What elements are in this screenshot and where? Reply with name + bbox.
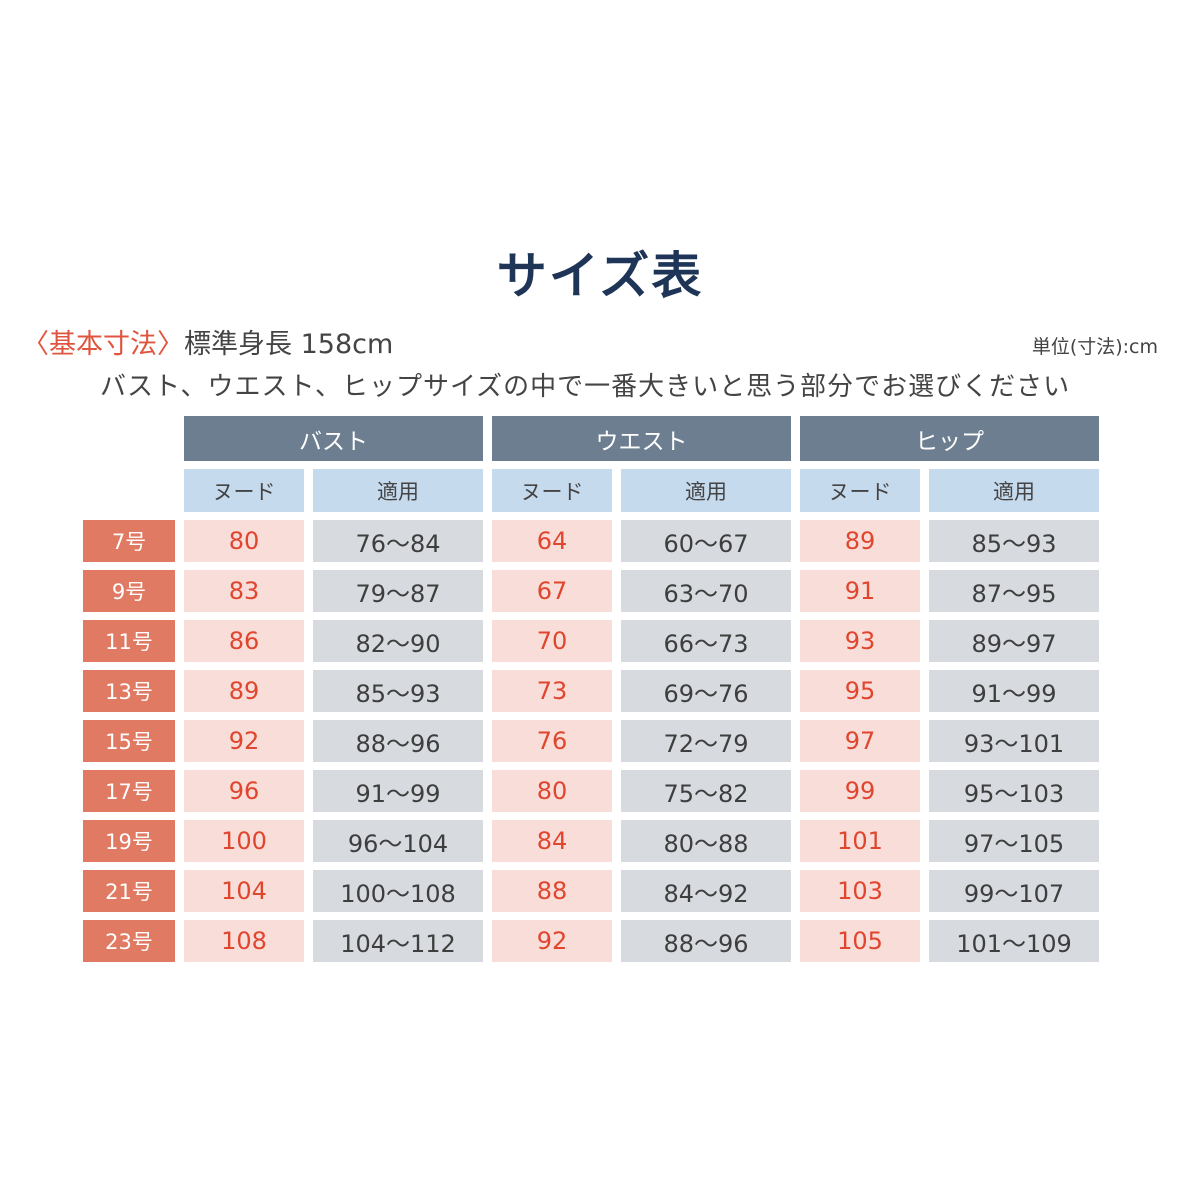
waist-nude-cell: 70 [492,620,612,662]
header-bust: バスト [184,416,483,461]
hip-nude-cell: 89 [800,520,920,562]
hip-applicable-cell: 85〜93 [929,520,1099,562]
size-label: 11号 [83,620,175,662]
bust-nude-cell: 104 [184,870,304,912]
subheader-nude: ヌード [800,469,920,512]
waist-applicable-cell: 80〜88 [621,820,791,862]
bust-applicable-cell: 82〜90 [313,620,483,662]
waist-applicable-cell: 88〜96 [621,920,791,962]
size-label: 7号 [83,520,175,562]
selection-note: バスト、ウエスト、ヒップサイズの中で一番大きいと思う部分でお選びください [100,372,1071,402]
waist-applicable-cell: 84〜92 [621,870,791,912]
size-label: 19号 [83,820,175,862]
subheader-applicable: 適用 [621,469,791,512]
bust-applicable-cell: 76〜84 [313,520,483,562]
bust-nude-cell: 89 [184,670,304,712]
subheader-nude: ヌード [492,469,612,512]
waist-applicable-cell: 66〜73 [621,620,791,662]
waist-nude-cell: 88 [492,870,612,912]
hip-nude-cell: 97 [800,720,920,762]
waist-nude-cell: 92 [492,920,612,962]
hip-nude-cell: 93 [800,620,920,662]
header-waist: ウエスト [492,416,791,461]
waist-nude-cell: 67 [492,570,612,612]
page-title: サイズ表 [496,247,704,305]
subheader-applicable: 適用 [313,469,483,512]
bust-nude-cell: 86 [184,620,304,662]
hip-nude-cell: 103 [800,870,920,912]
bust-applicable-cell: 79〜87 [313,570,483,612]
standard-height: 標準身長 158cm [184,329,394,360]
size-label: 13号 [83,670,175,712]
hip-applicable-cell: 101〜109 [929,920,1099,962]
waist-applicable-cell: 69〜76 [621,670,791,712]
waist-nude-cell: 64 [492,520,612,562]
waist-applicable-cell: 63〜70 [621,570,791,612]
hip-applicable-cell: 93〜101 [929,720,1099,762]
hip-applicable-cell: 89〜97 [929,620,1099,662]
waist-applicable-cell: 75〜82 [621,770,791,812]
bust-applicable-cell: 85〜93 [313,670,483,712]
size-label: 17号 [83,770,175,812]
bust-nude-cell: 100 [184,820,304,862]
bust-applicable-cell: 100〜108 [313,870,483,912]
bust-nude-cell: 96 [184,770,304,812]
hip-applicable-cell: 97〜105 [929,820,1099,862]
bust-nude-cell: 80 [184,520,304,562]
hip-nude-cell: 99 [800,770,920,812]
size-label: 9号 [83,570,175,612]
waist-nude-cell: 84 [492,820,612,862]
bust-applicable-cell: 91〜99 [313,770,483,812]
size-label: 23号 [83,920,175,962]
hip-nude-cell: 91 [800,570,920,612]
size-label: 15号 [83,720,175,762]
bust-applicable-cell: 96〜104 [313,820,483,862]
waist-applicable-cell: 60〜67 [621,520,791,562]
basic-dimensions: 〈基本寸法〉標準身長 158cm [22,322,393,361]
bust-nude-cell: 108 [184,920,304,962]
waist-nude-cell: 76 [492,720,612,762]
hip-applicable-cell: 91〜99 [929,670,1099,712]
hip-nude-cell: 105 [800,920,920,962]
unit-label: 単位(寸法):cm [1031,336,1158,358]
waist-nude-cell: 73 [492,670,612,712]
bust-applicable-cell: 104〜112 [313,920,483,962]
hip-nude-cell: 95 [800,670,920,712]
size-label: 21号 [83,870,175,912]
waist-nude-cell: 80 [492,770,612,812]
basic-dimensions-tag: 〈基本寸法〉 [22,329,184,360]
hip-applicable-cell: 87〜95 [929,570,1099,612]
bust-nude-cell: 92 [184,720,304,762]
bust-nude-cell: 83 [184,570,304,612]
hip-applicable-cell: 95〜103 [929,770,1099,812]
hip-nude-cell: 101 [800,820,920,862]
subheader-nude: ヌード [184,469,304,512]
waist-applicable-cell: 72〜79 [621,720,791,762]
header-hip: ヒップ [800,416,1099,461]
hip-applicable-cell: 99〜107 [929,870,1099,912]
bust-applicable-cell: 88〜96 [313,720,483,762]
size-table: バスト ウエスト ヒップ ヌード 適用 ヌード 適用 ヌード 適用 7号 80 76〜84 64 60〜6… [83,416,1099,962]
subheader-applicable: 適用 [929,469,1099,512]
